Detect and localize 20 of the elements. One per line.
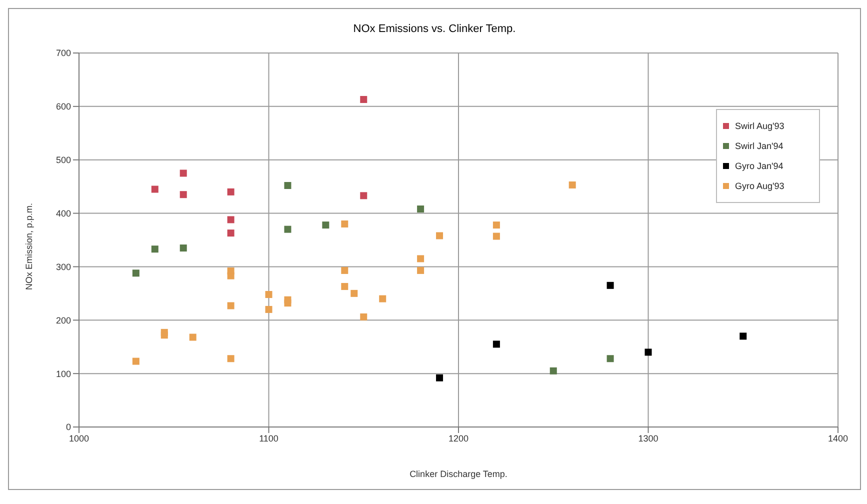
y-tick-label: 600: [56, 102, 71, 112]
y-tick-label: 400: [56, 208, 71, 218]
y-tick-label: 0: [66, 422, 71, 432]
y-tick-label: 500: [56, 155, 71, 166]
x-tick-label: 1000: [68, 433, 90, 444]
y-tick-label: 300: [56, 262, 71, 272]
x-tick-label: 1200: [448, 433, 469, 444]
x-axis-title: Clinker Discharge Temp.: [410, 469, 508, 479]
y-tick-label: 200: [56, 315, 71, 326]
legend-label: Gyro Jan'94: [735, 160, 784, 173]
y-axis-title: NOx Emission, p.p.m.: [24, 202, 34, 290]
legend-label: Swirl Jan'94: [735, 140, 784, 153]
legend-label: Swirl Aug'93: [735, 120, 784, 133]
x-tick-label: 1100: [259, 433, 278, 444]
x-tick-label: 1400: [828, 433, 848, 444]
chart-title: NOx Emissions vs. Clinker Temp.: [352, 22, 517, 37]
x-tick-label: 1300: [638, 433, 658, 444]
y-tick-label: 700: [56, 48, 71, 58]
legend-label: Gyro Aug'93: [735, 180, 784, 193]
y-tick-label: 100: [56, 368, 71, 379]
